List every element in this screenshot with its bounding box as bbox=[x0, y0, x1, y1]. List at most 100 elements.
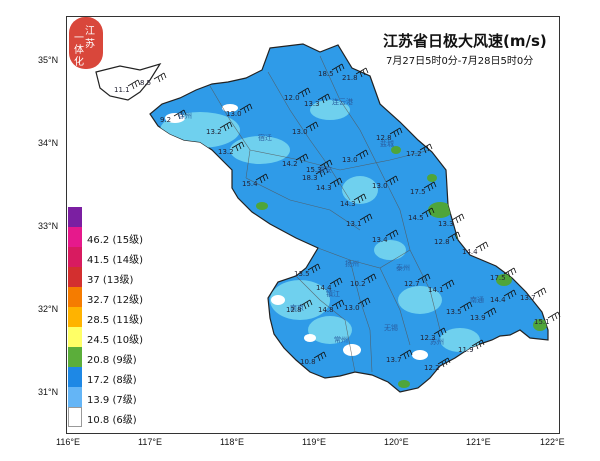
city-label: 徐州 bbox=[178, 111, 192, 120]
wind-barb bbox=[459, 301, 473, 312]
logo-char-2: 苏 bbox=[85, 39, 95, 50]
lon-label: 119°E bbox=[302, 437, 326, 447]
station-value: 14.2 bbox=[282, 160, 298, 168]
legend-grade: (8级) bbox=[112, 375, 137, 386]
station-value: 14.3 bbox=[316, 184, 332, 192]
station-value: 14.8 bbox=[318, 306, 334, 314]
wind-barb bbox=[305, 121, 319, 132]
station-value: 18.5 bbox=[318, 70, 334, 78]
wind-barb bbox=[357, 297, 371, 308]
station-value: 18.3 bbox=[302, 174, 318, 182]
station-value: 17.5 bbox=[490, 274, 506, 282]
wind-barb bbox=[329, 177, 343, 188]
station-value: 14.3 bbox=[340, 200, 356, 208]
station-value: 14.1 bbox=[428, 286, 444, 294]
station-value: 12.2 bbox=[424, 364, 440, 372]
wind-barb bbox=[399, 349, 413, 360]
city-label: 盐城 bbox=[380, 139, 394, 148]
station-value: 14.4 bbox=[490, 296, 506, 304]
station-value: 10.2 bbox=[350, 280, 366, 288]
station-value: 13.3 bbox=[438, 220, 454, 228]
lon-label: 117°E bbox=[138, 437, 162, 447]
legend-swatch bbox=[68, 367, 82, 387]
wind-barb bbox=[331, 299, 345, 310]
wind-barb bbox=[153, 72, 167, 83]
wind-barb bbox=[533, 287, 547, 298]
city-label: 镇江 bbox=[326, 289, 340, 298]
station-values: 11.1 8.5 18.5 21.8 12.0 13.3 9.2 13.0 13.2 13.0 12… bbox=[114, 70, 550, 372]
legend-value: 24.5 bbox=[87, 335, 110, 346]
wind-barb bbox=[355, 149, 369, 160]
lon-label: 122°E bbox=[540, 437, 565, 447]
wind-barb bbox=[385, 175, 399, 186]
wind-barb bbox=[483, 307, 497, 318]
city-label: 淮安 bbox=[318, 165, 332, 174]
wind-barb bbox=[359, 213, 373, 224]
wind-barb bbox=[417, 273, 431, 284]
legend-grade: (14级) bbox=[112, 255, 143, 266]
logo-char-4: 体 bbox=[74, 45, 84, 56]
station-value: 13.4 bbox=[372, 236, 388, 244]
station-value: 21.8 bbox=[342, 74, 358, 82]
wind-barb bbox=[299, 299, 313, 310]
station-value: 13.2 bbox=[206, 128, 222, 136]
wind-barb bbox=[437, 357, 451, 368]
station-value: 13.2 bbox=[218, 148, 234, 156]
legend-grade: (15级) bbox=[112, 235, 143, 246]
lat-label: 35°N bbox=[38, 55, 59, 65]
station-value: 14.4 bbox=[316, 284, 332, 292]
city-boundaries bbox=[209, 55, 441, 373]
station-value: 10.8 bbox=[300, 358, 316, 366]
station-value: 13.7 bbox=[386, 356, 402, 364]
legend-grade: (7级) bbox=[112, 395, 137, 406]
legend-value: 20.8 bbox=[87, 355, 110, 366]
wind-barb bbox=[313, 351, 327, 362]
station-value: 17.2 bbox=[406, 150, 422, 158]
wind-barb bbox=[421, 207, 435, 218]
station-value: 12.8 bbox=[376, 134, 392, 142]
legend-value: 28.5 bbox=[87, 315, 110, 326]
wind-barb bbox=[503, 267, 517, 278]
station-value: 13.5 bbox=[294, 270, 310, 278]
station-value: 12.3 bbox=[420, 334, 436, 342]
lat-label: 33°N bbox=[38, 221, 59, 231]
wind-barb bbox=[317, 93, 331, 104]
wind-barb bbox=[475, 241, 489, 252]
city-label: 常州 bbox=[334, 335, 348, 344]
city-label: 宿迁 bbox=[258, 133, 272, 142]
station-value: 12.7 bbox=[404, 280, 420, 288]
station-value: 13.7 bbox=[520, 294, 536, 302]
city-label: 扬州 bbox=[345, 259, 359, 268]
station-value: 13.0 bbox=[344, 304, 360, 312]
lon-label: 121°E bbox=[466, 437, 491, 447]
wind-barb bbox=[451, 213, 465, 224]
wind-barb bbox=[307, 263, 321, 274]
wind-barb bbox=[239, 103, 253, 114]
wind-barb bbox=[173, 109, 187, 120]
legend-swatch bbox=[68, 207, 82, 227]
legend-swatch bbox=[68, 407, 82, 427]
legend-swatch bbox=[68, 327, 82, 347]
legend-swatch bbox=[68, 287, 82, 307]
legend-grade: (10级) bbox=[112, 335, 143, 346]
wind-barb bbox=[297, 87, 311, 98]
wind-barb bbox=[353, 193, 367, 204]
wind-barb bbox=[503, 289, 517, 300]
legend-grade: (6级) bbox=[112, 415, 137, 426]
wind-barb bbox=[329, 277, 343, 288]
legend-value: 17.2 bbox=[87, 375, 110, 386]
station-value: 15.3 bbox=[306, 166, 322, 174]
legend-swatch bbox=[68, 307, 82, 327]
legend-swatch bbox=[68, 387, 82, 407]
station-value: 15.4 bbox=[242, 180, 258, 188]
station-value: 13.0 bbox=[226, 110, 242, 118]
legend-value: 41.5 bbox=[87, 255, 110, 266]
station-value: 13.5 bbox=[446, 308, 462, 316]
wind-barb bbox=[389, 127, 403, 138]
map-frame bbox=[66, 16, 560, 434]
wind-barb bbox=[423, 181, 437, 192]
station-value: 13.3 bbox=[304, 100, 320, 108]
station-value: 12.8 bbox=[434, 238, 450, 246]
lon-label: 116°E bbox=[56, 437, 80, 447]
